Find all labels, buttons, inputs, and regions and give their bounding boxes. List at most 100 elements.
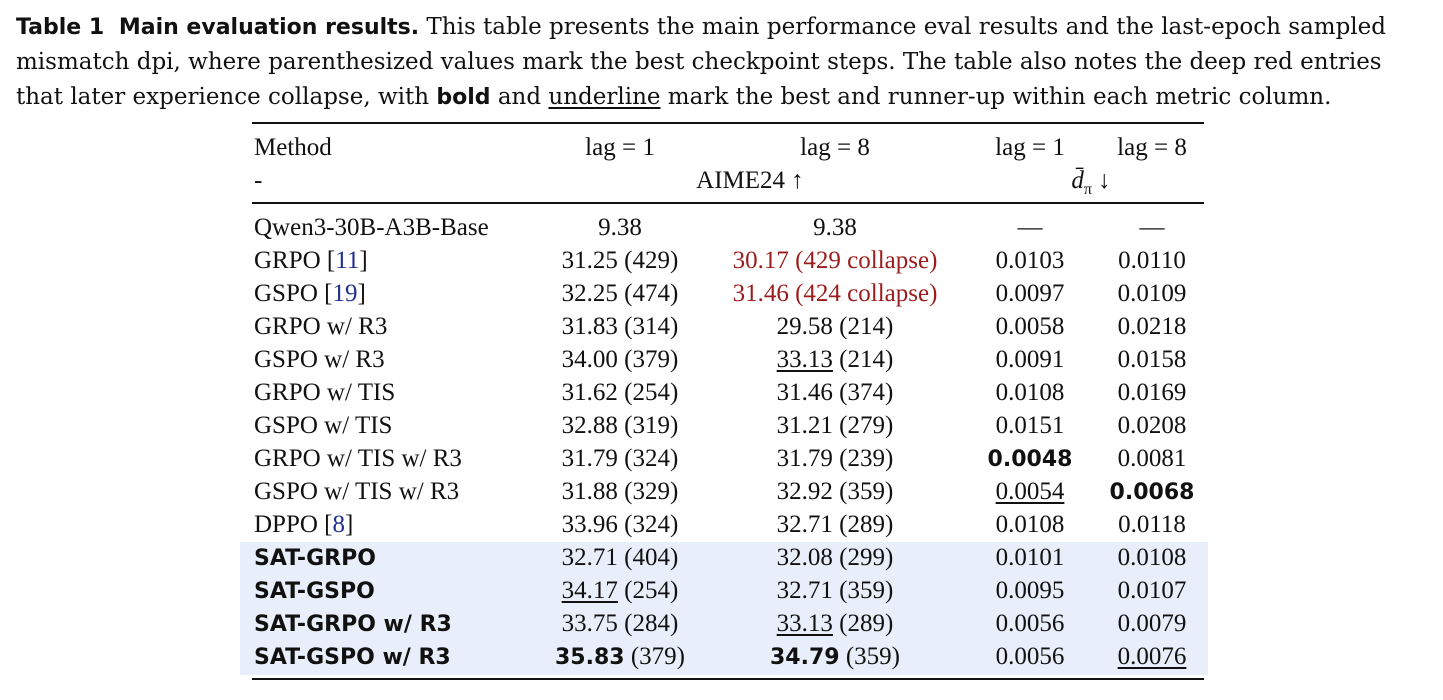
row-dpi-lag1: 0.0091	[995, 346, 1065, 373]
row-dpi-lag1: 0.0058	[995, 313, 1065, 340]
row-dpi-lag8: 0.0109	[1117, 280, 1187, 307]
step: (379)	[624, 643, 685, 670]
row-method: GSPO [19]	[254, 277, 366, 310]
closing-bracket: ]	[345, 511, 354, 538]
header-aime-lag1: lag = 1	[585, 134, 655, 161]
score: 31.21	[776, 412, 833, 439]
table-top-rule	[252, 122, 1204, 124]
row-dpi-lag1: 0.0103	[995, 247, 1065, 274]
row-aime-lag1: 32.71 (404)	[540, 541, 700, 574]
score-best: 35.83	[555, 645, 625, 670]
step: (289)	[832, 610, 894, 637]
row-method-sat: SAT-GSPO	[254, 574, 375, 608]
step: (379)	[617, 346, 679, 373]
caption-underline-word: underline	[548, 84, 661, 110]
score: 33.96	[561, 511, 618, 538]
table-caption: Table 1 Main evaluation results. This ta…	[16, 10, 1431, 115]
score: 32.08	[776, 544, 833, 571]
row-aime-lag1: 35.83 (379)	[540, 640, 700, 674]
step: (474)	[617, 280, 679, 307]
best-value: 0.0048	[987, 447, 1073, 472]
dpi-arrow: ↓	[1091, 167, 1111, 194]
citation-link[interactable]: 8	[332, 511, 346, 538]
row-dpi-lag8-best: 0.0068	[1100, 475, 1204, 509]
step: (319)	[617, 412, 679, 439]
step: (359)	[832, 478, 894, 505]
row-dpi-lag8-runner-up: 0.0076	[1100, 640, 1204, 673]
score: 32.92	[776, 478, 833, 505]
step: (429)	[617, 247, 679, 274]
citation-link[interactable]: 19	[332, 280, 358, 307]
row-aime-lag1: 34.17 (254)	[540, 574, 700, 607]
row-dpi-lag1-best: 0.0048	[978, 442, 1082, 476]
row-method: Qwen3-30B-A3B-Base	[254, 214, 489, 241]
score: 29.58	[776, 313, 833, 340]
score: 31.88	[561, 478, 618, 505]
score: 32.88	[561, 412, 618, 439]
row-aime-lag1: 31.62 (254)	[540, 376, 700, 409]
score-runner-up: 34.17	[561, 577, 618, 604]
score: 31.25	[561, 247, 618, 274]
closing-bracket: ]	[359, 247, 368, 274]
row-dpi-lag1: 0.0097	[995, 280, 1065, 307]
score: 31.79	[776, 445, 833, 472]
row-dpi-lag1: 0.0056	[995, 643, 1065, 670]
dpi-symbol: d̄	[1071, 167, 1084, 194]
row-dpi-lag8: 0.0108	[1117, 544, 1187, 571]
header-aime-lag8: lag = 8	[800, 134, 870, 161]
caption-text-1: This table presents the main performance…	[16, 14, 1387, 110]
score: 34.00	[561, 346, 618, 373]
row-aime-lag8: 32.71 (289)	[710, 508, 960, 541]
step: (254)	[617, 577, 679, 604]
method-name: GSPO [	[254, 280, 333, 307]
row-aime-lag1: 31.79 (324)	[540, 442, 700, 475]
row-dpi-lag1: 0.0095	[995, 577, 1065, 604]
row-dpi-lag8: 0.0169	[1117, 379, 1187, 406]
row-aime-lag8: 32.71 (359)	[710, 574, 960, 607]
table-header-rule	[252, 202, 1204, 204]
row-dpi-lag8: 0.0218	[1117, 313, 1187, 340]
row-aime-lag1: 9.38	[598, 214, 642, 241]
row-method: GSPO w/ R3	[254, 346, 385, 373]
table-title: Main evaluation results.	[118, 15, 420, 40]
step: (289)	[832, 511, 894, 538]
caption-text-3: mark the best and runner-up within each …	[660, 84, 1332, 110]
row-aime-lag8: 33.13 (214)	[710, 343, 960, 376]
header-dpi-lag1: lag = 1	[995, 134, 1065, 161]
row-method-sat: SAT-GSPO w/ R3	[254, 640, 451, 674]
row-dpi-lag1: 0.0108	[995, 511, 1065, 538]
dpi-subscript: π	[1083, 181, 1092, 198]
table-bottom-rule	[252, 678, 1204, 680]
citation-link[interactable]: 11	[335, 247, 360, 274]
row-aime-lag8: 32.92 (359)	[710, 475, 960, 508]
header-method: Method	[254, 134, 332, 161]
best-value: 0.0068	[1109, 480, 1195, 505]
row-dpi-lag8: 0.0107	[1117, 577, 1187, 604]
sat-rows-highlight	[240, 542, 1208, 675]
row-dpi-lag1: —	[1017, 214, 1043, 241]
row-method: GSPO w/ TIS	[254, 412, 393, 439]
row-dpi-lag8: 0.0081	[1117, 445, 1187, 472]
method-name: SAT-GRPO	[254, 546, 376, 571]
row-aime-lag8: 34.79 (359)	[710, 640, 960, 674]
row-aime-lag8: 33.13 (289)	[710, 607, 960, 640]
score: 31.79	[561, 445, 618, 472]
caption-bold-word: bold	[436, 85, 491, 110]
score-runner-up: 33.13	[776, 346, 833, 373]
row-aime-lag1: 32.88 (319)	[540, 409, 700, 442]
step: (324)	[617, 511, 679, 538]
row-dpi-lag8: 0.0079	[1117, 610, 1187, 637]
row-method-sat: SAT-GRPO w/ R3	[254, 607, 452, 641]
row-aime-lag1: 31.88 (329)	[540, 475, 700, 508]
row-aime-lag1: 31.25 (429)	[540, 244, 700, 277]
step: (299)	[832, 544, 894, 571]
step: (404)	[617, 544, 679, 571]
row-aime-lag1: 33.75 (284)	[540, 607, 700, 640]
header-aime-metric: AIME24 ↑	[696, 167, 804, 194]
row-dpi-lag1-runner-up: 0.0054	[978, 475, 1082, 508]
score: 33.75	[561, 610, 618, 637]
row-dpi-lag8: —	[1139, 214, 1165, 241]
row-dpi-lag1: 0.0108	[995, 379, 1065, 406]
row-aime-lag1: 32.25 (474)	[540, 277, 700, 310]
table-label: Table 1	[16, 15, 105, 40]
